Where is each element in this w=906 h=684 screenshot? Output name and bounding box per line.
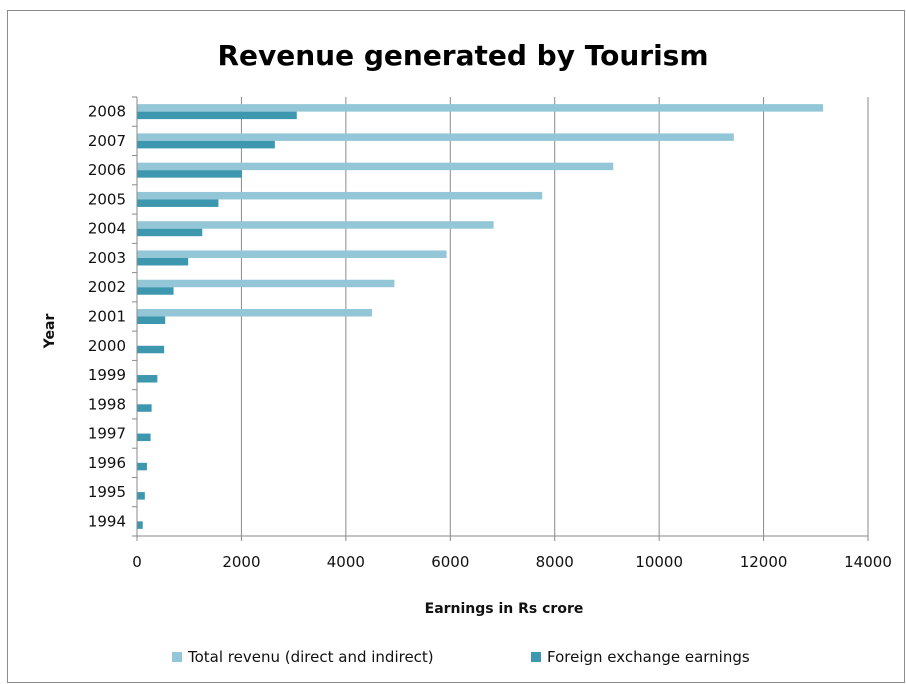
bar-total-revenue-2004 (137, 221, 494, 229)
y-tick-label-1998: 1998 (88, 395, 126, 413)
x-tick-label-10000: 10000 (635, 553, 683, 571)
y-tick-label-2005: 2005 (88, 190, 126, 208)
y-tick-label-1994: 1994 (88, 512, 126, 530)
revenue-bar-chart: Revenue generated by Tourism 19941995199… (42, 39, 892, 666)
bar-foreign-exchange-2002 (137, 287, 174, 295)
legend-label-total-revenue: Total revenu (direct and indirect) (187, 648, 434, 666)
chart-title: Revenue generated by Tourism (217, 39, 708, 72)
y-tick-label-2007: 2007 (88, 132, 126, 150)
y-tick-label-2000: 2000 (88, 337, 126, 355)
x-tick-label-2000: 2000 (222, 553, 260, 571)
legend: Total revenu (direct and indirect) Foreig… (172, 648, 750, 666)
bar-total-revenue-2002 (137, 279, 395, 288)
y-tick-label-2006: 2006 (88, 161, 126, 179)
bar-foreign-exchange-2000 (137, 345, 165, 354)
y-tick-label-2001: 2001 (88, 308, 126, 326)
bar-total-revenue-2005 (137, 191, 543, 200)
bar-foreign-exchange-1997 (137, 433, 151, 442)
y-tick-label-1996: 1996 (88, 454, 126, 472)
x-tick-label-8000: 8000 (536, 553, 574, 571)
bar-foreign-exchange-2007 (137, 140, 275, 149)
bar-total-revenue-2006 (137, 162, 614, 171)
bar-foreign-exchange-1999 (137, 375, 158, 383)
bar-total-revenue-2001 (137, 309, 372, 317)
y-tick-label-1999: 1999 (88, 366, 126, 384)
x-tick-label-4000: 4000 (327, 553, 365, 571)
bar-foreign-exchange-2005 (137, 199, 219, 207)
y-axis-title: Year (42, 314, 58, 350)
bar-foreign-exchange-1996 (137, 462, 147, 471)
bar-foreign-exchange-2006 (137, 170, 242, 178)
x-axis-title: Earnings in Rs crore (425, 601, 584, 617)
bar-foreign-exchange-1995 (137, 492, 145, 500)
y-tick-label-1997: 1997 (88, 425, 126, 443)
bar-foreign-exchange-2003 (137, 257, 189, 266)
legend-swatch-foreign-exchange (531, 652, 541, 662)
y-tick-label-2008: 2008 (88, 103, 126, 121)
y-tick-label-2003: 2003 (88, 249, 126, 267)
x-tick-label-12000: 12000 (740, 553, 788, 571)
y-tick-labels: 1994 1995 1996 1997 1998 1999 2000 2001 2002 2003… (88, 103, 126, 531)
bar-foreign-exchange-2008 (137, 111, 297, 120)
bar-foreign-exchange-2001 (137, 316, 166, 324)
bar-foreign-exchange-2004 (137, 228, 203, 237)
bar-total-revenue-2007 (137, 133, 734, 141)
x-tick-label-0: 0 (132, 553, 142, 571)
bar-foreign-exchange-1994 (137, 521, 143, 529)
y-tick-label-2002: 2002 (88, 278, 126, 296)
bar-total-revenue-2008 (137, 104, 824, 112)
x-tick-label-6000: 6000 (431, 553, 469, 571)
x-tick-labels: 0 2000 4000 6000 8000 10000 12000 14000 (132, 553, 892, 571)
chart-frame: Revenue generated by Tourism 1994 1995 199… (7, 10, 905, 683)
axes (132, 96, 869, 541)
bar-foreign-exchange-1998 (137, 404, 152, 412)
bar-total-revenue-2003 (137, 250, 447, 258)
y-tick-label-2004: 2004 (88, 220, 126, 238)
y-tick-label-1995: 1995 (88, 483, 126, 501)
x-tick-label-14000: 14000 (844, 553, 892, 571)
legend-swatch-total-revenue (172, 652, 182, 662)
bars (137, 104, 824, 529)
legend-label-foreign-exchange: Foreign exchange earnings (547, 648, 750, 666)
